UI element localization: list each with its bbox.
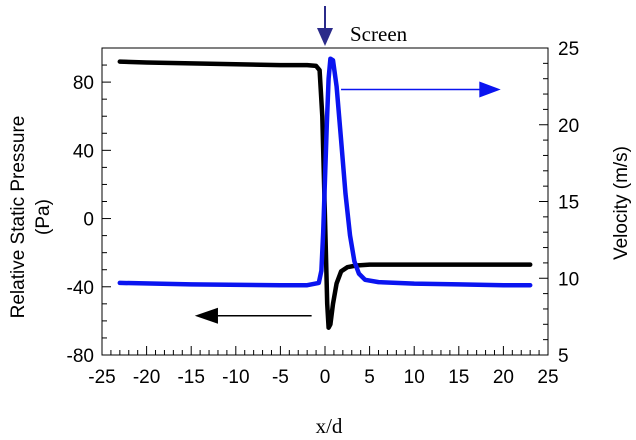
right-y-axis-ticks: 5 10 15 20 25 [539, 39, 579, 367]
left-y-axis-title-line2: (Pa) [33, 199, 54, 235]
x-tick-label: -15 [177, 367, 204, 388]
x-tick-label: 10 [404, 367, 425, 388]
x-tick-label: -5 [272, 367, 289, 388]
x-tick-label: -25 [88, 367, 115, 388]
x-axis-title: x/d [316, 414, 343, 438]
right-y-tick-label: 20 [558, 116, 579, 137]
velocity-series-line [117, 56, 533, 288]
left-y-tick-label: 40 [73, 141, 94, 162]
right-y-tick-label: 10 [558, 269, 579, 290]
screen-label: Screen [350, 22, 408, 46]
series-group [117, 56, 533, 330]
left-y-tick-label: -40 [67, 278, 94, 299]
x-tick-label: 25 [537, 367, 558, 388]
x-tick-label: 5 [364, 367, 375, 388]
velocity-arrow-head [479, 81, 501, 98]
left-y-axis-title-line1: Relative Static Pressure [8, 116, 29, 319]
screen-arrow-head [317, 28, 333, 46]
right-y-tick-label: 15 [558, 193, 579, 214]
x-axis-ticks: -25 -20 -15 -10 -5 0 5 10 15 20 25 [88, 346, 559, 388]
left-y-tick-label: 80 [73, 73, 94, 94]
x-tick-label: 20 [493, 367, 514, 388]
left-y-tick-label: -80 [67, 346, 94, 367]
right-y-axis-title: Velocity (m/s) [611, 146, 632, 260]
left-y-axis-ticks: -80 -40 0 40 80 [67, 47, 111, 367]
right-y-tick-label: 5 [558, 346, 569, 367]
x-tick-label: -20 [133, 367, 160, 388]
pressure-arrow-head [194, 307, 218, 324]
x-tick-label: -10 [222, 367, 249, 388]
pressure-series-line [117, 59, 533, 330]
annotations [194, 6, 501, 324]
left-y-tick-label: 0 [83, 210, 94, 231]
x-tick-label: 0 [320, 367, 331, 388]
x-tick-label: 15 [448, 367, 469, 388]
right-y-tick-label: 25 [558, 39, 579, 60]
